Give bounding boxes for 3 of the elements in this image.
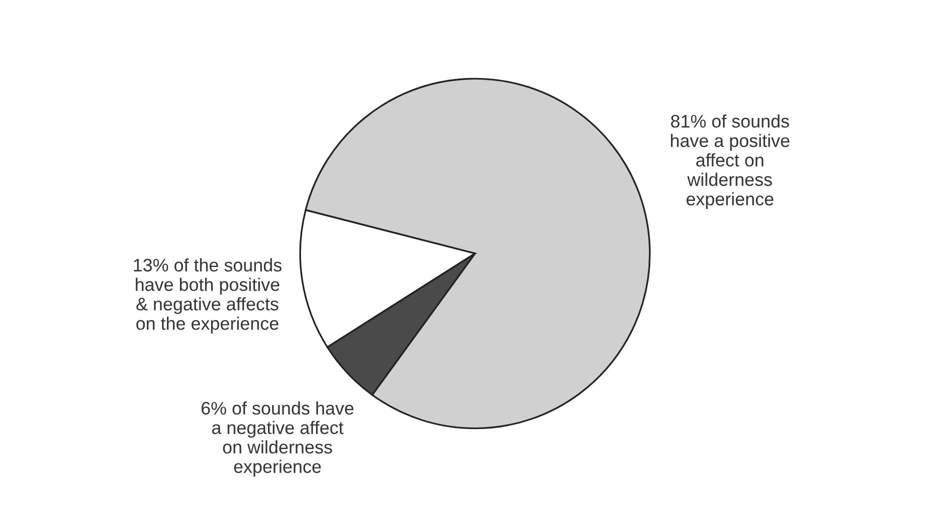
slice-label: 6% of sounds have a negative affect on wilderness experience: [202, 401, 354, 477]
slice-label: 13% of the sounds have both positive & negative affects on the experience: [134, 258, 282, 334]
slice-label: 81% of sounds have a positive affect on wilderness experience: [670, 114, 790, 210]
